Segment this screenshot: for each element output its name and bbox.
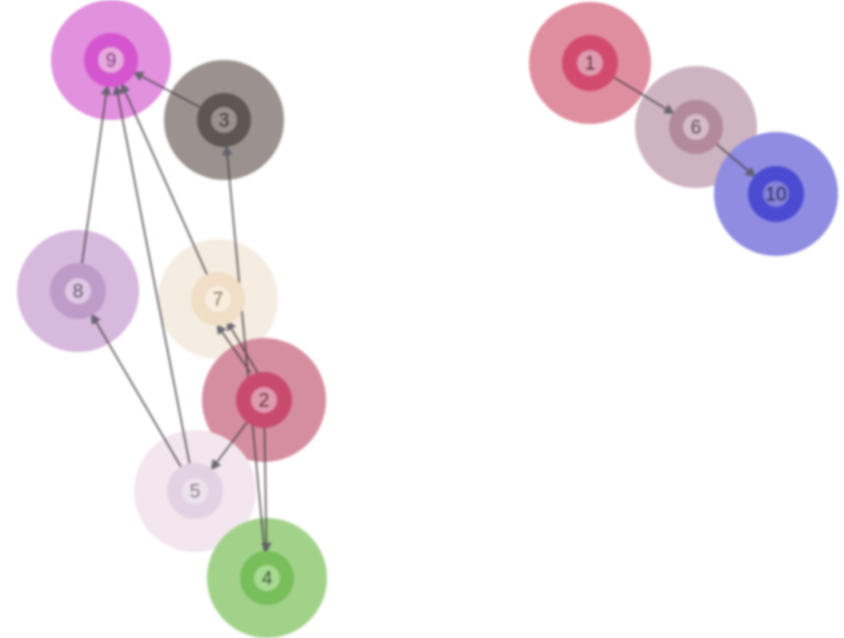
svg-text:4: 4: [262, 569, 273, 590]
svg-text:2: 2: [259, 391, 270, 412]
svg-text:10: 10: [765, 185, 786, 206]
svg-text:9: 9: [106, 51, 117, 72]
svg-text:8: 8: [73, 282, 84, 303]
svg-text:7: 7: [213, 290, 224, 311]
svg-text:1: 1: [585, 54, 596, 75]
svg-text:5: 5: [190, 482, 201, 503]
svg-text:6: 6: [691, 118, 702, 139]
svg-text:3: 3: [219, 111, 230, 132]
